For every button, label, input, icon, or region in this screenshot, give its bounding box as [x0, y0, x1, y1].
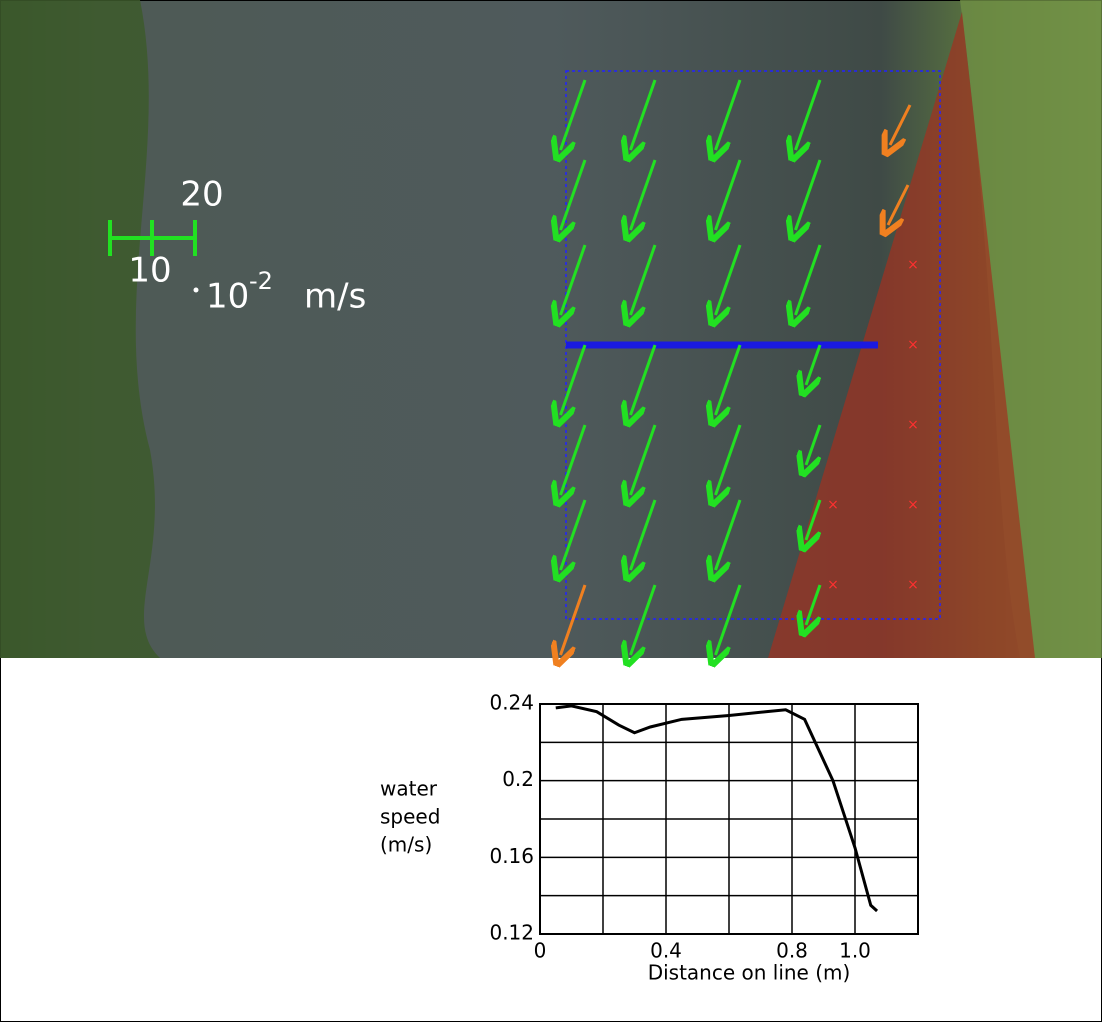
- masked-point: ×: [827, 577, 839, 593]
- x-axis-label: Distance on line (m): [648, 961, 851, 985]
- scale-label: 10: [128, 251, 171, 291]
- unit-base: 10: [206, 277, 249, 317]
- unit: m/s: [304, 277, 366, 317]
- masked-point: ×: [907, 337, 919, 353]
- unit-exponent: -2: [249, 267, 273, 295]
- figure-canvas: × × × × × × × 10 20 10 -2 m/s 0.12 0.16 0.2 0.24 0…: [0, 0, 1102, 1022]
- masked-point: ×: [907, 257, 919, 273]
- masked-point: ×: [827, 497, 839, 513]
- figure: × × × × × × × 10 20 10 -2 m/s 0.12 0.16 0.2 0.24 0…: [0, 0, 1102, 1022]
- y-axis-label: speed: [380, 805, 440, 829]
- y-tick-label: 0.16: [489, 844, 534, 868]
- masked-point: ×: [907, 417, 919, 433]
- x-tick-label: 0.8: [776, 939, 808, 963]
- x-tick-label: 1.0: [839, 939, 871, 963]
- y-tick-label: 0.12: [489, 921, 534, 945]
- y-tick-label: 0.2: [502, 767, 534, 791]
- masked-point: ×: [907, 497, 919, 513]
- x-tick-label: 0.4: [650, 939, 682, 963]
- y-axis-label: (m/s): [380, 833, 432, 857]
- x-tick-label: 0: [534, 939, 547, 963]
- y-tick-label: 0.24: [489, 691, 534, 715]
- y-axis-label: water: [380, 777, 438, 801]
- scale-label: 20: [180, 175, 223, 215]
- masked-point: ×: [907, 577, 919, 593]
- unit-dot: [194, 288, 199, 293]
